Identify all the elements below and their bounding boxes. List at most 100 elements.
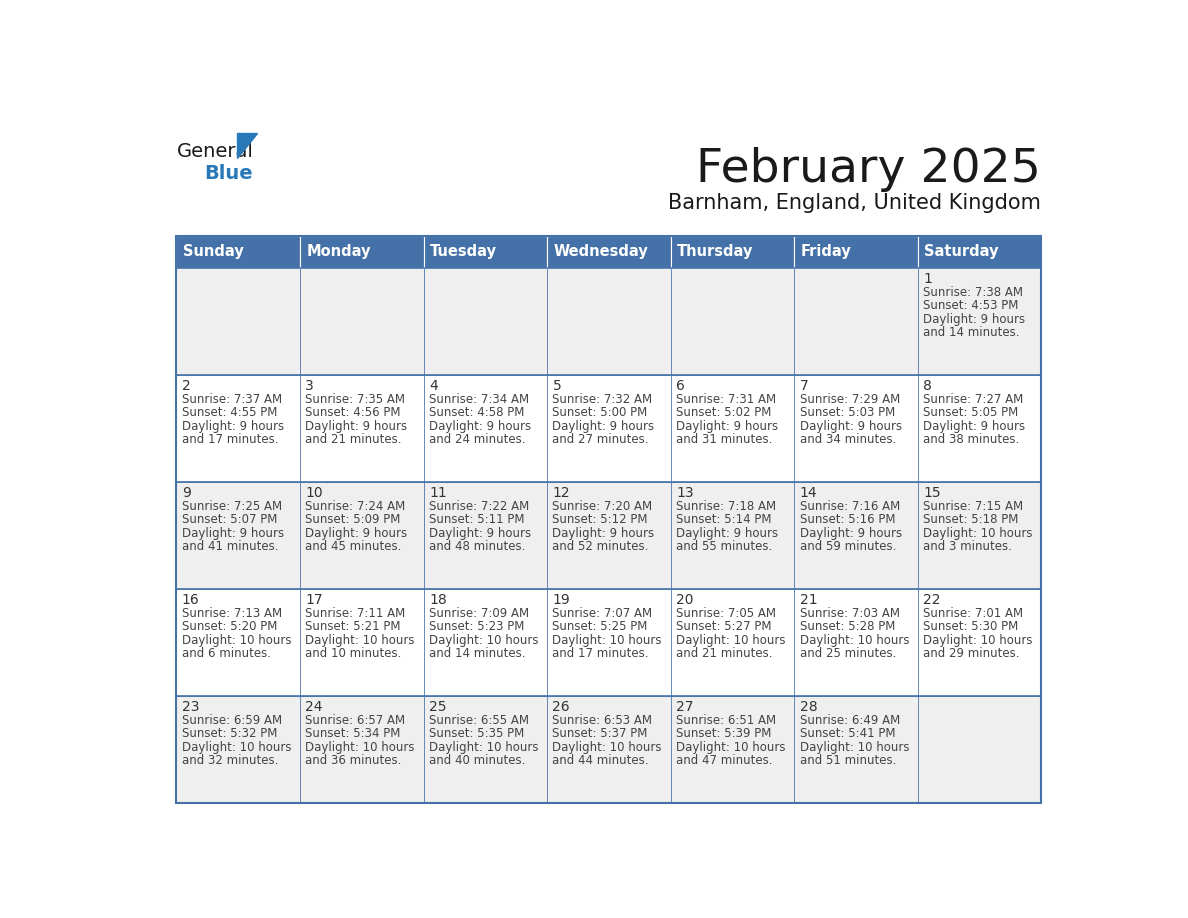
Text: Sunset: 5:02 PM: Sunset: 5:02 PM [676, 407, 771, 420]
Text: Sunset: 5:37 PM: Sunset: 5:37 PM [552, 727, 647, 740]
Text: and 24 minutes.: and 24 minutes. [429, 433, 525, 446]
Text: and 48 minutes.: and 48 minutes. [429, 540, 525, 554]
Text: Sunrise: 7:29 AM: Sunrise: 7:29 AM [800, 393, 899, 406]
Text: Sunrise: 7:18 AM: Sunrise: 7:18 AM [676, 499, 776, 513]
Bar [918, 589, 1042, 696]
Text: General: General [176, 142, 253, 161]
Text: and 52 minutes.: and 52 minutes. [552, 540, 649, 554]
Text: Sunrise: 7:20 AM: Sunrise: 7:20 AM [552, 499, 652, 513]
Bar [423, 589, 546, 696]
Bar [176, 482, 299, 589]
Text: and 51 minutes.: and 51 minutes. [800, 755, 896, 767]
Text: Sunrise: 6:53 AM: Sunrise: 6:53 AM [552, 714, 652, 727]
Text: and 14 minutes.: and 14 minutes. [429, 647, 525, 660]
Text: and 34 minutes.: and 34 minutes. [800, 433, 896, 446]
Text: 22: 22 [923, 593, 941, 608]
Text: Daylight: 9 hours: Daylight: 9 hours [182, 420, 284, 432]
Bar [423, 375, 546, 482]
Text: Daylight: 9 hours: Daylight: 9 hours [800, 420, 902, 432]
Text: Sunrise: 7:31 AM: Sunrise: 7:31 AM [676, 393, 776, 406]
Text: and 47 minutes.: and 47 minutes. [676, 755, 772, 767]
Text: Daylight: 10 hours: Daylight: 10 hours [676, 633, 785, 647]
Text: and 6 minutes.: and 6 minutes. [182, 647, 271, 660]
Text: and 40 minutes.: and 40 minutes. [429, 755, 525, 767]
Bar [299, 482, 423, 589]
Text: 20: 20 [676, 593, 694, 608]
Text: Daylight: 9 hours: Daylight: 9 hours [305, 420, 407, 432]
Text: Sunset: 5:20 PM: Sunset: 5:20 PM [182, 621, 277, 633]
Text: Sunrise: 7:37 AM: Sunrise: 7:37 AM [182, 393, 282, 406]
Text: Daylight: 9 hours: Daylight: 9 hours [552, 420, 655, 432]
Bar [546, 236, 671, 268]
Bar [671, 482, 795, 589]
Text: Sunset: 5:00 PM: Sunset: 5:00 PM [552, 407, 647, 420]
Text: Blue: Blue [204, 164, 253, 183]
Bar [176, 375, 299, 482]
Text: Sunrise: 7:24 AM: Sunrise: 7:24 AM [305, 499, 405, 513]
Text: and 36 minutes.: and 36 minutes. [305, 755, 402, 767]
Text: Sunrise: 7:13 AM: Sunrise: 7:13 AM [182, 607, 282, 620]
Bar [176, 696, 299, 803]
Text: 21: 21 [800, 593, 817, 608]
Text: Sunset: 5:14 PM: Sunset: 5:14 PM [676, 513, 771, 526]
Bar [671, 696, 795, 803]
Text: Thursday: Thursday [677, 244, 753, 260]
Text: Monday: Monday [307, 244, 371, 260]
Text: February 2025: February 2025 [696, 147, 1042, 192]
Text: Sunset: 5:23 PM: Sunset: 5:23 PM [429, 621, 524, 633]
Text: Sunrise: 7:38 AM: Sunrise: 7:38 AM [923, 285, 1023, 298]
Bar [299, 236, 423, 268]
Bar [546, 268, 671, 375]
Text: Daylight: 10 hours: Daylight: 10 hours [552, 633, 662, 647]
Bar [795, 482, 918, 589]
Text: Sunset: 4:58 PM: Sunset: 4:58 PM [429, 407, 524, 420]
Bar [918, 268, 1042, 375]
Text: Daylight: 10 hours: Daylight: 10 hours [429, 633, 538, 647]
Bar [299, 589, 423, 696]
Text: and 29 minutes.: and 29 minutes. [923, 647, 1019, 660]
Text: 26: 26 [552, 700, 570, 714]
Text: Sunrise: 7:03 AM: Sunrise: 7:03 AM [800, 607, 899, 620]
Text: 16: 16 [182, 593, 200, 608]
Text: Sunrise: 7:32 AM: Sunrise: 7:32 AM [552, 393, 652, 406]
Bar [795, 696, 918, 803]
Text: Sunset: 4:55 PM: Sunset: 4:55 PM [182, 407, 277, 420]
Bar [546, 696, 671, 803]
Text: Sunset: 5:25 PM: Sunset: 5:25 PM [552, 621, 647, 633]
Text: Daylight: 10 hours: Daylight: 10 hours [800, 741, 909, 754]
Text: Sunset: 5:12 PM: Sunset: 5:12 PM [552, 513, 647, 526]
Text: Daylight: 10 hours: Daylight: 10 hours [800, 633, 909, 647]
Text: 19: 19 [552, 593, 570, 608]
Bar [176, 589, 299, 696]
Text: Sunset: 4:56 PM: Sunset: 4:56 PM [305, 407, 400, 420]
Text: 13: 13 [676, 487, 694, 500]
Text: Sunset: 4:53 PM: Sunset: 4:53 PM [923, 299, 1018, 312]
Text: Sunset: 5:05 PM: Sunset: 5:05 PM [923, 407, 1018, 420]
Text: 24: 24 [305, 700, 323, 714]
Bar [795, 375, 918, 482]
Bar [546, 375, 671, 482]
Text: Wednesday: Wednesday [554, 244, 647, 260]
Text: and 27 minutes.: and 27 minutes. [552, 433, 649, 446]
Bar [299, 375, 423, 482]
Text: Sunrise: 7:15 AM: Sunrise: 7:15 AM [923, 499, 1023, 513]
Text: and 17 minutes.: and 17 minutes. [552, 647, 649, 660]
Bar [918, 236, 1042, 268]
Text: Daylight: 9 hours: Daylight: 9 hours [676, 527, 778, 540]
Text: 14: 14 [800, 487, 817, 500]
Bar [795, 268, 918, 375]
Text: 12: 12 [552, 487, 570, 500]
Text: Sunset: 5:32 PM: Sunset: 5:32 PM [182, 727, 277, 740]
Text: Sunrise: 7:01 AM: Sunrise: 7:01 AM [923, 607, 1023, 620]
Text: and 21 minutes.: and 21 minutes. [305, 433, 402, 446]
Text: Saturday: Saturday [924, 244, 998, 260]
Text: Sunrise: 7:09 AM: Sunrise: 7:09 AM [429, 607, 529, 620]
Text: Daylight: 9 hours: Daylight: 9 hours [923, 313, 1025, 326]
Text: and 55 minutes.: and 55 minutes. [676, 540, 772, 554]
Text: Sunrise: 7:27 AM: Sunrise: 7:27 AM [923, 393, 1023, 406]
Text: 1: 1 [923, 273, 933, 286]
Bar [176, 236, 299, 268]
Text: Sunset: 5:03 PM: Sunset: 5:03 PM [800, 407, 895, 420]
Bar [795, 236, 918, 268]
Bar [546, 589, 671, 696]
